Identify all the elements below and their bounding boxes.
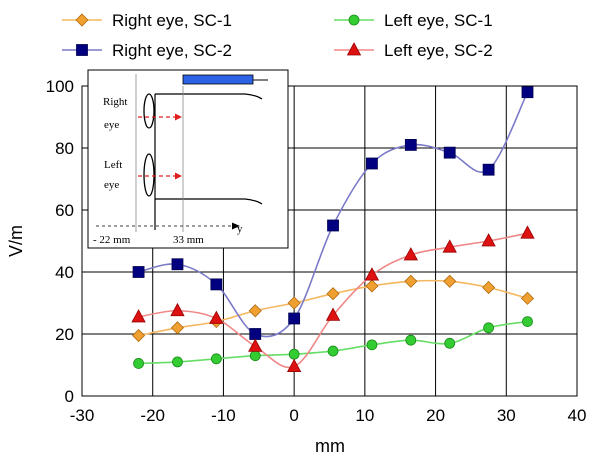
inset-right-eye-label-1: Right: [103, 96, 127, 108]
data-point: [327, 345, 339, 357]
data-point: [366, 157, 378, 170]
x-tick-label: 20: [426, 406, 445, 425]
inset-left-eye-label-2: eye: [104, 179, 119, 191]
legend-marker: [75, 13, 89, 27]
data-point: [133, 358, 144, 369]
inset-pos-left-label: - 22 mm: [93, 234, 131, 246]
data-point: [170, 321, 185, 335]
legend-item: Right eye, SC-2: [62, 41, 232, 60]
data-point: [249, 328, 262, 340]
inset-head-top: [155, 93, 263, 100]
data-point: [132, 328, 146, 343]
inset-right-eye-arrowhead: [175, 113, 182, 121]
data-point: [405, 334, 417, 346]
x-tick-label: 40: [568, 406, 587, 425]
x-tick-label: -20: [140, 406, 165, 425]
data-point: [287, 296, 301, 310]
data-point: [210, 353, 222, 365]
data-point: [286, 358, 302, 372]
y-tick-label: 100: [46, 77, 74, 96]
data-point: [482, 280, 496, 295]
inset-right-eye-label-2: eye: [104, 119, 119, 131]
y-tick-label: 80: [55, 139, 74, 158]
inset-frame: [87, 69, 289, 249]
series-2: [132, 86, 534, 340]
series-3: [131, 225, 535, 372]
legend-marker: [346, 42, 362, 56]
y-tick-label: 60: [55, 201, 74, 220]
x-tick-label: -10: [211, 406, 236, 425]
data-point: [172, 356, 183, 368]
inset-bar: [182, 74, 254, 85]
series-layer: [131, 86, 535, 372]
data-point: [249, 350, 261, 362]
x-tick-label: 10: [355, 406, 374, 425]
data-point: [483, 322, 495, 334]
legend-item: Right eye, SC-1: [62, 11, 232, 30]
y-axis-title: V/m: [6, 225, 26, 257]
legend-label: Left eye, SC-1: [384, 11, 493, 30]
legend-item: Left eye, SC-2: [334, 41, 493, 60]
data-point: [404, 274, 418, 288]
data-point: [364, 267, 380, 281]
inset-diagram: y Right eye Left eye - 22 mm 33 mm: [87, 69, 289, 249]
data-point: [132, 266, 145, 278]
legend-item: Left eye, SC-1: [334, 11, 493, 30]
data-point: [288, 312, 301, 325]
x-tick-label: 30: [497, 406, 516, 425]
y-axis: 0 20 40 60 80 100: [46, 77, 74, 406]
data-point: [170, 302, 185, 317]
data-point: [131, 309, 146, 323]
data-point: [442, 239, 457, 253]
data-point: [248, 304, 262, 318]
inset-right-eye-shape: [143, 93, 155, 129]
data-point: [366, 339, 378, 351]
data-point: [481, 233, 496, 247]
data-point: [520, 291, 535, 305]
data-point: [443, 146, 456, 159]
data-point: [209, 310, 224, 324]
inset-left-eye-shape: [143, 153, 155, 197]
legend-label: Right eye, SC-2: [112, 41, 232, 60]
x-tick-label: 0: [289, 406, 298, 425]
data-point: [521, 86, 534, 99]
x-axis-title: mm: [315, 436, 345, 456]
data-point: [171, 258, 184, 271]
inset-y-axis-arrowhead: [232, 222, 240, 230]
inset-head-bottom: [155, 198, 263, 205]
x-tick-label: -30: [70, 406, 95, 425]
data-point: [326, 287, 340, 301]
y-tick-label: 40: [55, 263, 74, 282]
data-point: [482, 163, 495, 176]
data-point: [520, 225, 535, 239]
legend-label: Left eye, SC-2: [384, 41, 493, 60]
data-point: [403, 247, 418, 261]
data-point: [210, 278, 223, 291]
data-point: [288, 348, 300, 360]
data-point: [365, 279, 379, 293]
data-point: [325, 307, 341, 321]
inset-y-axis-label: y: [237, 223, 243, 235]
y-tick-label: 20: [55, 325, 74, 344]
data-point: [522, 316, 533, 328]
inset-left-eye-label-1: Left: [104, 159, 122, 171]
data-point: [327, 219, 339, 232]
inset-pos-right-label: 33 mm: [173, 234, 204, 246]
legend-marker: [348, 14, 360, 26]
legend: Right eye, SC-1 Left eye, SC-1 Right eye, …: [62, 11, 493, 60]
legend-marker: [76, 44, 88, 56]
legend-label: Right eye, SC-1: [112, 11, 232, 30]
data-point: [248, 338, 263, 352]
series-1: [133, 316, 533, 369]
y-tick-label: 0: [65, 387, 74, 406]
inset-left-eye-arrowhead: [175, 172, 182, 180]
series-0: [132, 274, 535, 343]
x-axis: -30 -20 -10 0 10 20 30 40: [70, 406, 587, 425]
data-point: [443, 274, 457, 288]
data-point: [404, 138, 417, 151]
data-point: [444, 337, 456, 349]
